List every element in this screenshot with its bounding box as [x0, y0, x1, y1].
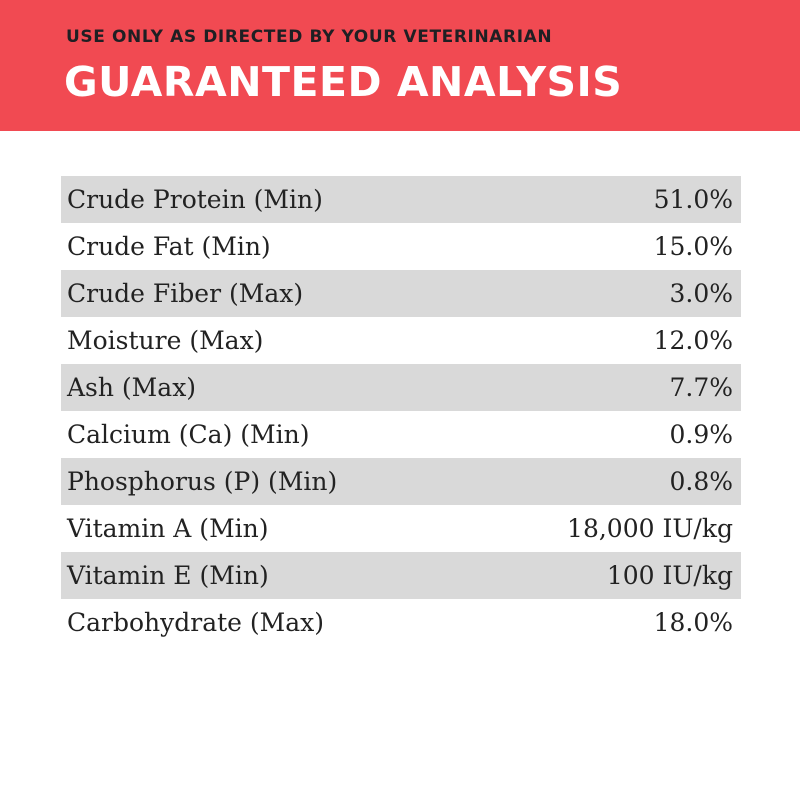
nutrient-value: 51.0% — [653, 185, 733, 214]
table-row: Crude Fat (Min) 15.0% — [61, 223, 741, 270]
nutrient-label: Vitamin A (Min) — [67, 514, 269, 543]
table-row: Calcium (Ca) (Min) 0.9% — [61, 411, 741, 458]
nutrient-value: 15.0% — [653, 232, 733, 261]
nutrient-value: 18.0% — [653, 608, 733, 637]
nutrient-label: Phosphorus (P) (Min) — [67, 467, 338, 496]
nutrient-value: 0.8% — [669, 467, 733, 496]
table-row: Moisture (Max) 12.0% — [61, 317, 741, 364]
table-row: Vitamin E (Min) 100 IU/kg — [61, 552, 741, 599]
nutrient-value: 3.0% — [669, 279, 733, 308]
nutrient-label: Crude Fat (Min) — [67, 232, 271, 261]
nutrient-value: 7.7% — [669, 373, 733, 402]
analysis-table: Crude Protein (Min) 51.0% Crude Fat (Min… — [61, 176, 741, 646]
table-row: Crude Protein (Min) 51.0% — [61, 176, 741, 223]
nutrient-label: Vitamin E (Min) — [67, 561, 269, 590]
table-row: Ash (Max) 7.7% — [61, 364, 741, 411]
table-row: Carbohydrate (Max) 18.0% — [61, 599, 741, 646]
table-row: Crude Fiber (Max) 3.0% — [61, 270, 741, 317]
nutrient-label: Calcium (Ca) (Min) — [67, 420, 310, 449]
nutrient-value: 0.9% — [669, 420, 733, 449]
nutrient-label: Ash (Max) — [67, 373, 197, 402]
page-title: GUARANTEED ANALYSIS — [64, 58, 623, 106]
nutrient-label: Crude Protein (Min) — [67, 185, 323, 214]
nutrient-value: 100 IU/kg — [606, 561, 733, 590]
header-banner: USE ONLY AS DIRECTED BY YOUR VETERINARIA… — [0, 0, 800, 131]
nutrient-label: Carbohydrate (Max) — [67, 608, 325, 637]
nutrient-value: 12.0% — [653, 326, 733, 355]
table-row: Vitamin A (Min) 18,000 IU/kg — [61, 505, 741, 552]
nutrient-value: 18,000 IU/kg — [567, 514, 733, 543]
nutrient-label: Crude Fiber (Max) — [67, 279, 304, 308]
usage-notice: USE ONLY AS DIRECTED BY YOUR VETERINARIA… — [66, 27, 553, 47]
nutrient-label: Moisture (Max) — [67, 326, 264, 355]
table-row: Phosphorus (P) (Min) 0.8% — [61, 458, 741, 505]
